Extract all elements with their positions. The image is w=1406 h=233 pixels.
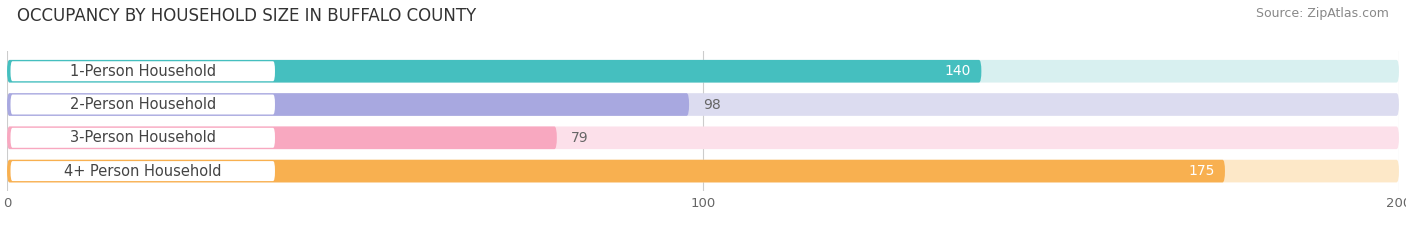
Text: 175: 175 bbox=[1188, 164, 1215, 178]
FancyBboxPatch shape bbox=[7, 93, 689, 116]
FancyBboxPatch shape bbox=[7, 127, 557, 149]
Text: Source: ZipAtlas.com: Source: ZipAtlas.com bbox=[1256, 7, 1389, 20]
FancyBboxPatch shape bbox=[7, 160, 1399, 182]
FancyBboxPatch shape bbox=[7, 60, 1399, 82]
Text: 3-Person Household: 3-Person Household bbox=[70, 130, 215, 145]
Text: 2-Person Household: 2-Person Household bbox=[70, 97, 217, 112]
FancyBboxPatch shape bbox=[10, 95, 276, 114]
FancyBboxPatch shape bbox=[7, 127, 1399, 149]
FancyBboxPatch shape bbox=[10, 128, 276, 148]
Text: 79: 79 bbox=[571, 131, 588, 145]
Text: 98: 98 bbox=[703, 98, 721, 112]
FancyBboxPatch shape bbox=[7, 93, 1399, 116]
Text: 1-Person Household: 1-Person Household bbox=[70, 64, 215, 79]
FancyBboxPatch shape bbox=[10, 61, 276, 81]
Text: 4+ Person Household: 4+ Person Household bbox=[65, 164, 222, 178]
FancyBboxPatch shape bbox=[7, 160, 1225, 182]
Text: 140: 140 bbox=[945, 64, 972, 78]
FancyBboxPatch shape bbox=[7, 60, 981, 82]
Text: OCCUPANCY BY HOUSEHOLD SIZE IN BUFFALO COUNTY: OCCUPANCY BY HOUSEHOLD SIZE IN BUFFALO C… bbox=[17, 7, 477, 25]
FancyBboxPatch shape bbox=[10, 161, 276, 181]
